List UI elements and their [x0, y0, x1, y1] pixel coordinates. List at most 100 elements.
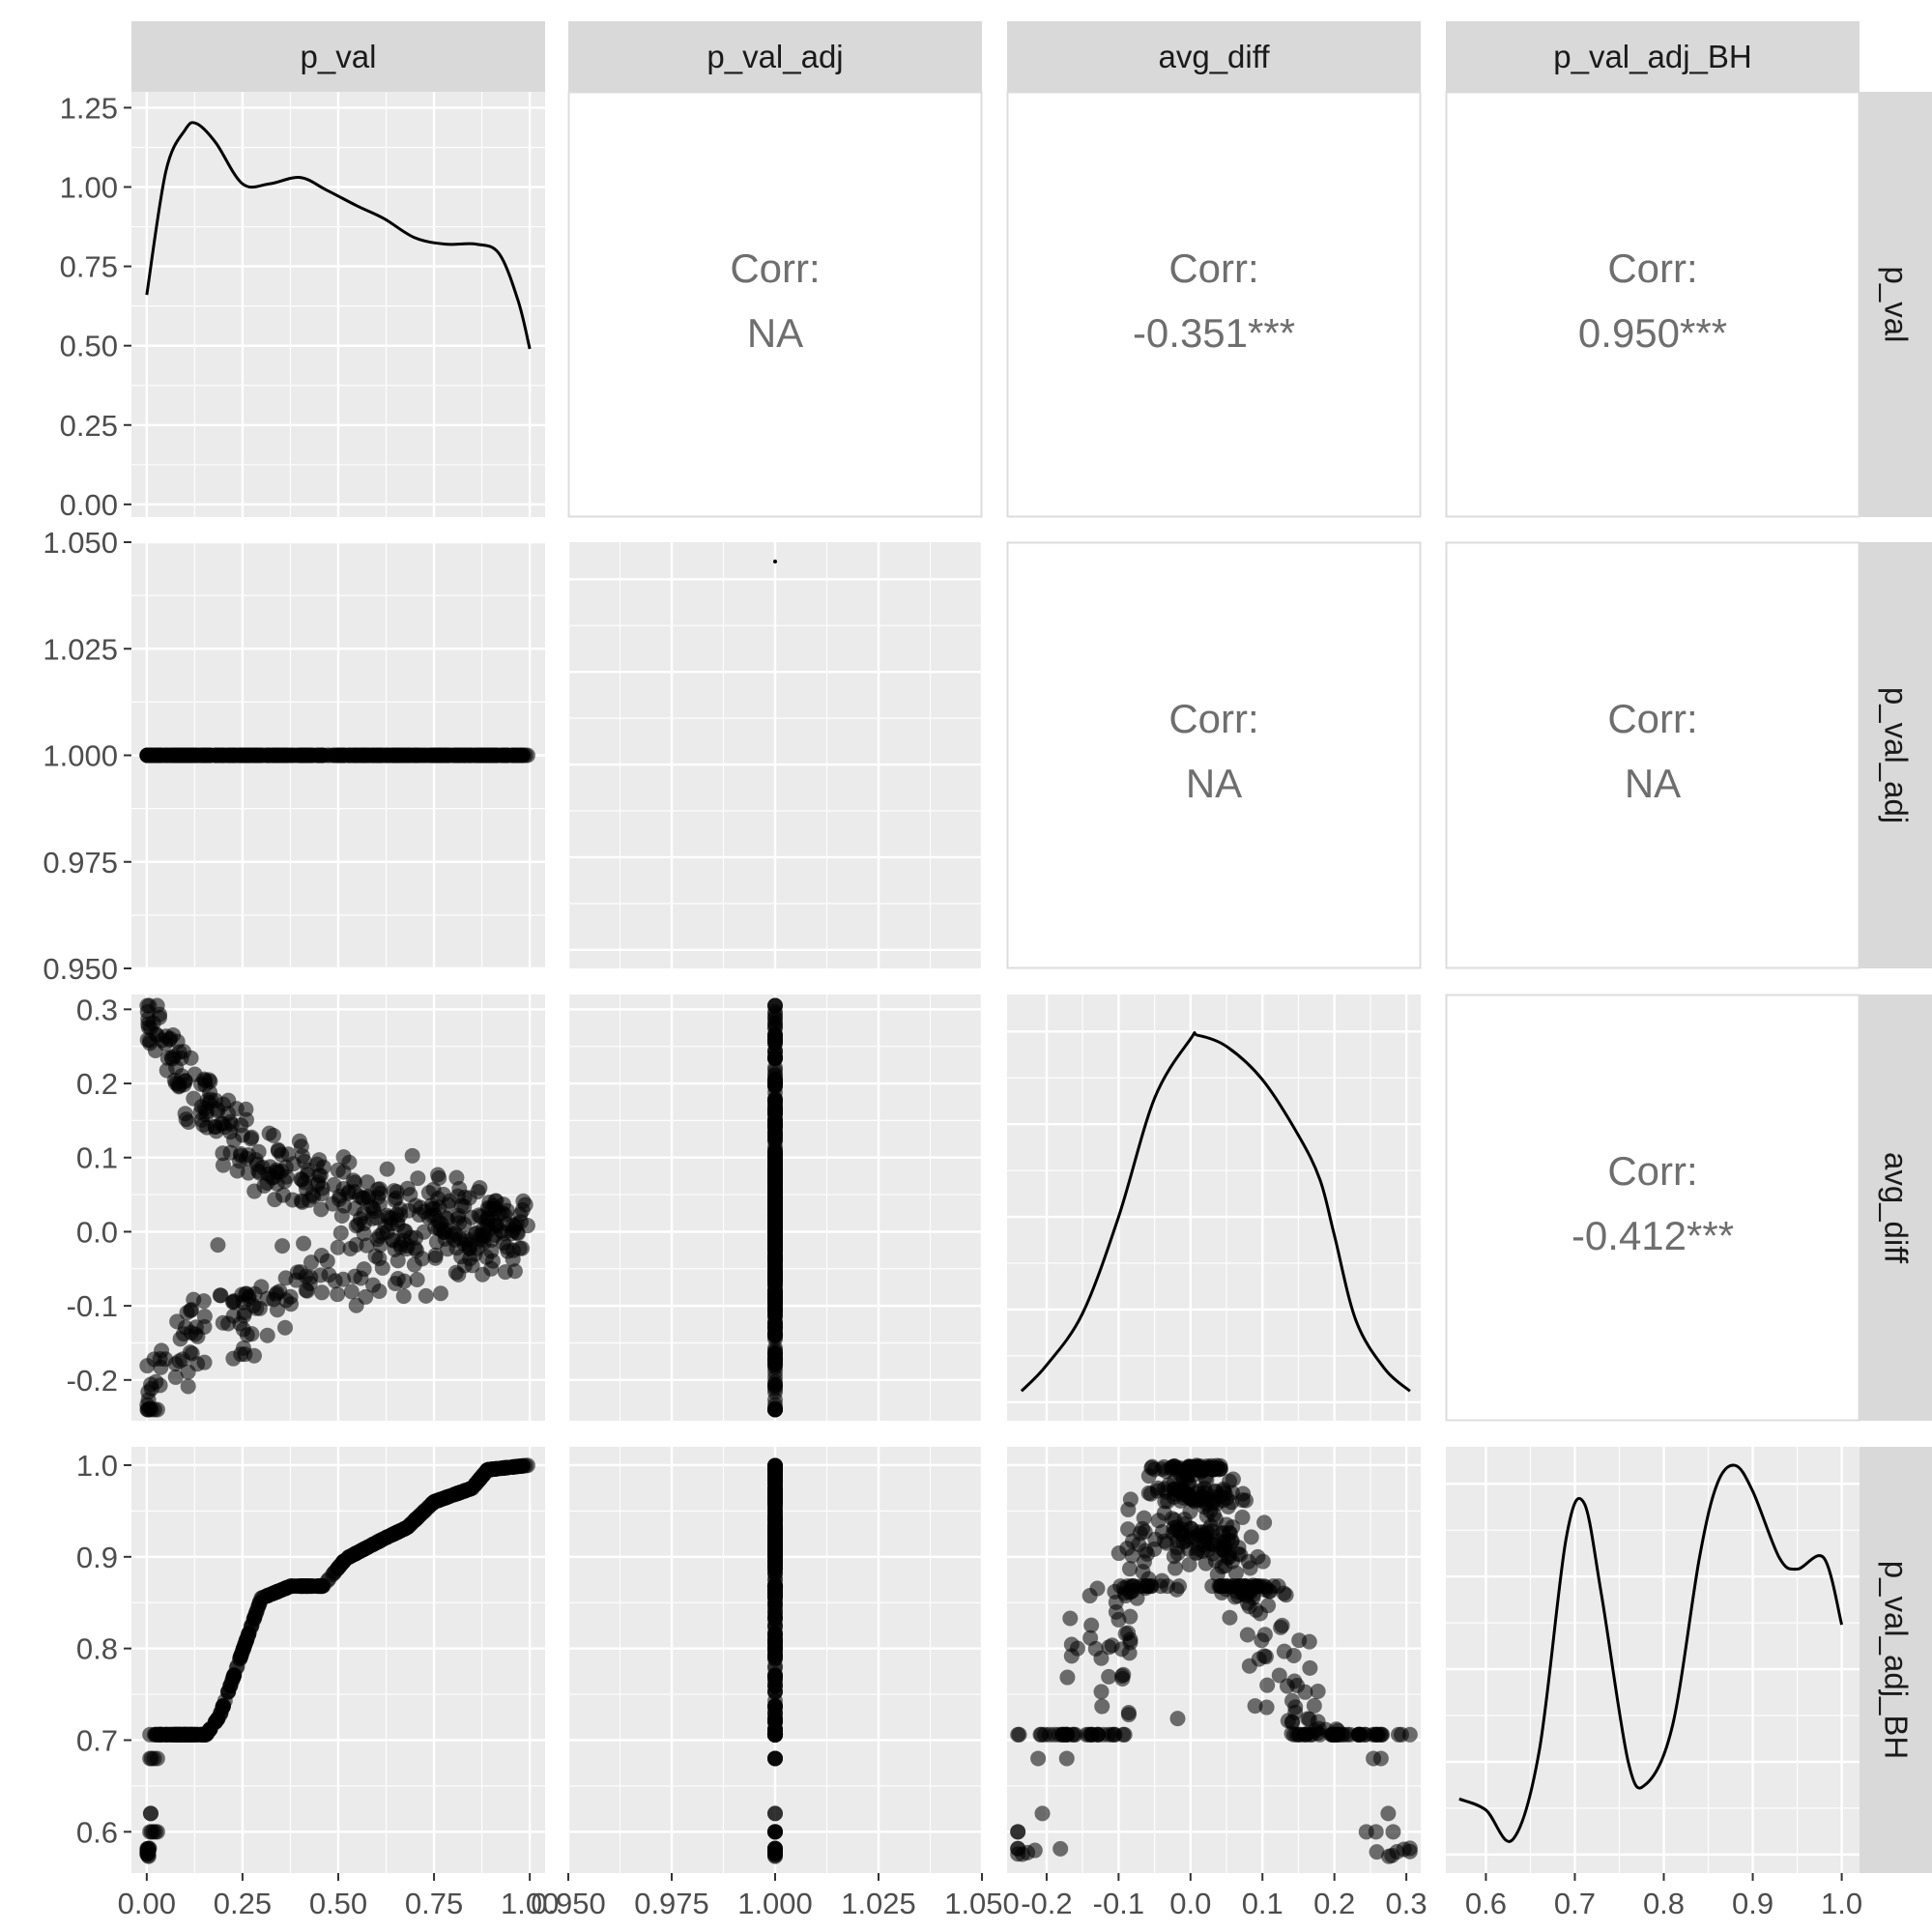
point-avg_diff-p_val: [159, 1050, 176, 1066]
point-avg_diff-p_val_adj: [767, 1286, 783, 1303]
point-avg_diff-p_val: [246, 1183, 263, 1199]
point-p_val_adj_BH-p_val: [395, 1521, 412, 1538]
point-p_val_adj_BH-p_val: [189, 1726, 206, 1743]
point-avg_diff-p_val: [371, 1283, 388, 1300]
x-tick-label-p_val: 0.75: [405, 1887, 463, 1920]
point-p_val_adj-p_val: [343, 747, 360, 764]
point-p_val_adj_BH-avg_diff: [1254, 1553, 1271, 1570]
point-p_val_adj_BH-p_val_adj: [767, 1461, 783, 1478]
point-avg_diff-p_val: [420, 1185, 437, 1201]
point-p_val_adj-p_val: [243, 747, 259, 764]
strip-top-avg_diff: [1007, 21, 1421, 92]
strip-right-avg_diff: [1860, 995, 1932, 1421]
point-p_val_adj_BH-avg_diff: [1258, 1699, 1275, 1716]
y-tick-label-p_val_adj: 1.050: [43, 526, 118, 560]
point-p_val_adj_BH-avg_diff: [1059, 1669, 1076, 1686]
point-avg_diff-p_val: [464, 1209, 480, 1226]
point-avg_diff-p_val: [195, 1116, 212, 1133]
point-avg_diff-p_val: [271, 1142, 287, 1159]
point-avg_diff-p_val: [352, 1188, 368, 1204]
point-p_val_adj_BH-avg_diff: [1222, 1525, 1238, 1542]
point-p_val_adj-p_val: [431, 747, 447, 764]
point-p_val_adj_BH-p_val: [379, 1529, 395, 1545]
point-avg_diff-p_val: [332, 1225, 349, 1241]
point-avg_diff-p_val: [192, 1104, 209, 1120]
point-p_val_adj-p_val: [379, 747, 395, 764]
point-avg_diff-p_val: [356, 1261, 372, 1278]
point-avg_diff-p_val: [149, 997, 165, 1014]
point-avg_diff-p_val: [183, 1050, 199, 1066]
point-avg_diff-p_val: [236, 1308, 252, 1324]
point-avg_diff-p_val: [477, 1213, 494, 1229]
y-tick-label-p_val_adj_BH: 1.0: [76, 1449, 118, 1483]
corr-value-p_val_adj-p_val_adj_BH: NA: [1625, 761, 1681, 806]
point-p_val_adj_BH-avg_diff: [1166, 1548, 1182, 1565]
point-p_val_adj_BH-avg_diff: [1167, 1560, 1183, 1576]
point-p_val_adj_BH-avg_diff: [1380, 1805, 1397, 1822]
point-p_val_adj_BH-avg_diff: [1181, 1556, 1197, 1572]
point-avg_diff-p_val_adj: [767, 1168, 783, 1184]
point-p_val_adj_BH-avg_diff: [1121, 1561, 1138, 1577]
point-p_val_adj_BH-avg_diff: [1120, 1521, 1137, 1538]
density-curve-avg_diff: [1020, 1031, 1411, 1393]
x-tick-label-avg_diff: -0.1: [1093, 1887, 1144, 1920]
y-tick-label-p_val_adj: 1.025: [43, 632, 118, 666]
point-avg_diff-p_val: [143, 1380, 159, 1397]
point-avg_diff-p_val: [431, 1169, 447, 1186]
point-p_val_adj_BH-avg_diff: [1121, 1584, 1138, 1600]
point-avg_diff-p_val: [180, 1378, 196, 1395]
point-p_val_adj_BH-avg_diff: [1030, 1750, 1047, 1767]
corr-label-p_val_adj-avg_diff: Corr:: [1168, 696, 1258, 741]
point-avg_diff-p_val_adj: [767, 1266, 783, 1283]
point-p_val_adj_BH-avg_diff: [1137, 1524, 1153, 1541]
point-p_val_adj_BH-avg_diff: [1310, 1683, 1326, 1699]
x-tick-label-p_val: 0.00: [118, 1887, 176, 1920]
point-avg_diff-p_val: [215, 1145, 231, 1162]
point-p_val_adj_BH-p_val_adj: [767, 1529, 783, 1545]
point-avg_diff-p_val: [154, 1342, 170, 1359]
point-avg_diff-p_val: [222, 1113, 239, 1130]
point-avg_diff-p_val_adj: [767, 1401, 783, 1418]
point-p_val_adj_BH-avg_diff: [1101, 1639, 1117, 1656]
point-avg_diff-p_val: [181, 1113, 197, 1130]
point-avg_diff-p_val: [404, 1147, 420, 1164]
point-p_val_adj_BH-avg_diff: [1385, 1824, 1401, 1840]
point-avg_diff-p_val_adj: [767, 1131, 783, 1147]
point-p_val_adj_BH-p_val: [431, 1491, 447, 1508]
point-avg_diff-p_val_adj: [767, 1078, 783, 1094]
point-p_val_adj_BH-p_val: [481, 1461, 498, 1478]
point-p_val_adj_BH-avg_diff: [1062, 1610, 1079, 1627]
y-tick-label-p_val: 0.00: [60, 488, 118, 522]
point-avg_diff-p_val: [449, 1188, 466, 1204]
point-avg_diff-p_val: [380, 1209, 396, 1226]
point-p_val_adj_BH-avg_diff: [1288, 1726, 1305, 1743]
point-p_val_adj_BH-avg_diff: [1247, 1698, 1263, 1715]
point-p_val_adj-p_val: [481, 747, 498, 764]
x-tick-label-p_val_adj: 0.950: [531, 1887, 606, 1920]
point-avg_diff-p_val: [314, 1284, 331, 1301]
panel-p_val_adj_BH-vs-p_val_adj-points: [767, 1457, 783, 1864]
x-tick-label-p_val_adj_BH: 1.0: [1821, 1887, 1862, 1920]
y-tick-label-p_val: 1.25: [60, 91, 118, 125]
point-avg_diff-p_val: [292, 1264, 308, 1281]
point-avg_diff-p_val: [240, 1165, 256, 1181]
strip-top-label-p_val: p_val: [301, 39, 377, 74]
x-tick-label-p_val_adj: 0.975: [634, 1887, 709, 1920]
point-p_val_adj_BH-avg_diff: [1010, 1726, 1026, 1743]
point-p_val_adj_BH-p_val_adj: [767, 1678, 783, 1694]
point-p_val_adj_BH-avg_diff: [1256, 1514, 1273, 1531]
point-avg_diff-p_val: [481, 1195, 498, 1211]
x-tick-label-avg_diff: 0.2: [1313, 1887, 1355, 1920]
point-p_val_adj_BH-p_val: [234, 1643, 250, 1659]
point-p_val_adj_BH-p_val: [517, 1457, 533, 1474]
x-tick-label-p_val_adj: 1.025: [841, 1887, 916, 1920]
point-p_val_adj_BH-avg_diff: [1093, 1684, 1110, 1700]
y-tick-label-p_val: 1.00: [60, 171, 118, 205]
point-avg_diff-p_val: [293, 1193, 309, 1209]
point-p_val_adj_BH-avg_diff: [1302, 1659, 1318, 1676]
point-p_val_adj_BH-avg_diff: [1186, 1493, 1202, 1510]
point-avg_diff-p_val: [171, 1044, 187, 1060]
density-point-p_val_adj: [773, 560, 777, 563]
point-avg_diff-p_val: [352, 1210, 368, 1226]
